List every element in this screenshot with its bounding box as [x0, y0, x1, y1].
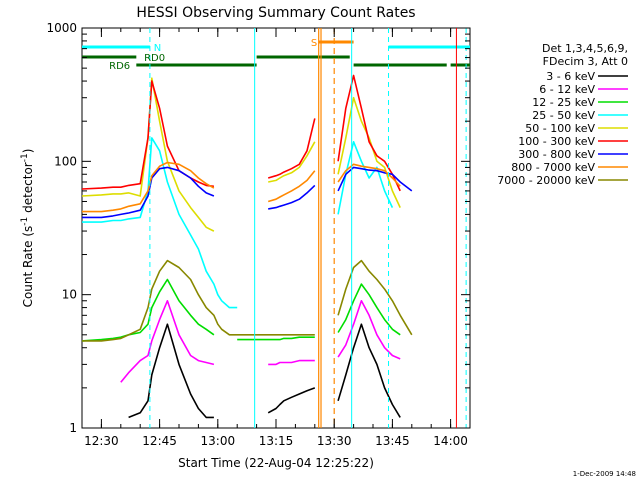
x-tick-label: 13:00 — [201, 434, 236, 448]
y-axis-label-main: Count Rate (s — [21, 226, 35, 308]
legend-entry: 100 - 300 keV — [518, 135, 595, 148]
state-annotation: RD0 — [144, 53, 165, 64]
series-line — [337, 259, 413, 336]
y-tick-label: 1 — [69, 421, 77, 435]
chart-title: HESSI Observing Summary Count Rates — [136, 5, 415, 21]
series-line — [120, 299, 215, 383]
y-axis-label-sup1: -1 — [20, 217, 30, 226]
y-tick-label: 100 — [54, 154, 77, 168]
state-annotation: S — [311, 38, 317, 49]
footer-timestamp: 1-Dec-2009 14:48 — [573, 470, 636, 478]
x-axis-label: Start Time (22-Aug-04 12:25:22) — [178, 456, 374, 470]
legend-entry: 25 - 50 keV — [532, 109, 595, 122]
series-line — [81, 77, 215, 232]
y-axis-label-sup2: -1 — [20, 153, 30, 162]
legend-entry: 50 - 100 keV — [525, 122, 595, 135]
x-tick-label: 13:30 — [317, 434, 352, 448]
series-line — [82, 137, 238, 309]
series-line — [337, 283, 401, 336]
series-line — [82, 161, 215, 213]
y-axis-label-end: ) — [21, 149, 35, 154]
series-line — [337, 299, 401, 360]
series-line — [268, 359, 315, 366]
series-line — [128, 323, 214, 419]
series-line — [268, 184, 316, 210]
state-annotation: N — [154, 43, 161, 54]
legend-entry: 800 - 7000 keV — [511, 161, 595, 174]
series-line — [81, 278, 215, 342]
series-line — [82, 259, 315, 342]
y-axis-label: Count Rate (s-1 detector-1) — [20, 149, 35, 308]
x-tick-label: 12:30 — [84, 434, 119, 448]
series-line — [337, 96, 401, 208]
legend-entry: 300 - 800 keV — [518, 148, 595, 161]
series-line — [267, 118, 316, 179]
y-axis-label-mid: detector — [21, 162, 35, 217]
state-annotation: RD6 — [109, 61, 130, 72]
legend-entry: 3 - 6 keV — [546, 70, 595, 83]
legend-header-2: FDecim 3, Att 0 — [543, 55, 628, 68]
legend-entry: 7000 - 20000 keV — [497, 174, 595, 187]
series-line — [267, 170, 316, 203]
series-line — [268, 141, 316, 183]
plot-frame — [81, 27, 471, 429]
series-line — [337, 74, 401, 192]
series-line — [337, 141, 394, 215]
series-line — [337, 163, 401, 187]
series-line — [337, 323, 401, 418]
x-tick-label: 12:45 — [142, 434, 177, 448]
series-layer — [81, 74, 413, 419]
x-tick-label: 14:00 — [433, 434, 468, 448]
legend-entry: 12 - 25 keV — [532, 96, 595, 109]
x-tick-label: 13:15 — [259, 434, 294, 448]
series-line — [337, 166, 413, 192]
series-line — [237, 336, 315, 341]
ticks-layer: 1 10 100 1000 12:30 12:45 13:00 13:15 13:30 13:45… — [46, 21, 471, 448]
series-line — [267, 387, 316, 414]
y-tick-label: 1000 — [46, 21, 77, 35]
legend-entry: 6 - 12 keV — [539, 83, 595, 96]
series-line — [81, 80, 214, 190]
x-tick-label: 13:45 — [375, 434, 410, 448]
legend-header-1: Det 1,3,4,5,6,9, — [542, 42, 628, 55]
y-tick-label: 10 — [62, 288, 77, 302]
